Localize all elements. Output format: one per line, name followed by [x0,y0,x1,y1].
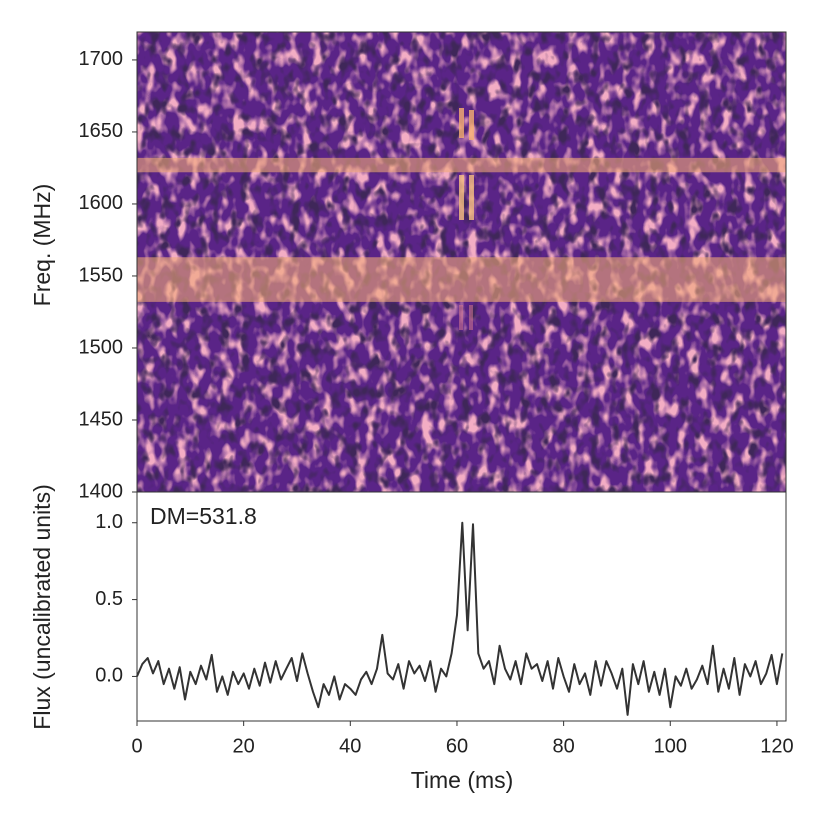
masked-band [137,257,786,302]
y-tick-label: 1550 [79,264,124,286]
y-tick-label: 1650 [79,120,124,142]
x-tick-label: 40 [339,735,361,757]
y-tick-label: 1.0 [95,511,123,533]
x-tick-label: 120 [760,735,793,757]
flux-line [136,521,784,716]
annotation: DM=531.8 [150,503,257,529]
y-tick-label: 1400 [79,480,124,502]
masked-band [137,157,786,173]
y-tick-label: 1700 [79,48,124,70]
x-tick-label: 80 [552,735,574,757]
x-tick-label: 100 [654,735,687,757]
plot-layer: 1400 1450 1500 1550 1600 1650 1700 0.0 0.5 1.0 0 20… [79,48,794,757]
y-axis-label: Freq. (MHz) [29,184,55,307]
x-tick-label: 0 [131,735,142,757]
y-tick-label: 0.5 [95,588,123,610]
x-axis-label: Time (ms) [411,767,514,793]
x-tick-label: 20 [233,735,255,757]
y-tick-label: 1450 [79,408,124,430]
y-tick-label: 1500 [79,336,124,358]
y-tick-label: 0.0 [95,665,123,687]
x-tick-label: 60 [446,735,468,757]
bottom-frame [136,491,787,722]
y-tick-label: 1600 [79,192,124,214]
y-axis-label: Flux (uncalibrated units) [29,484,55,729]
